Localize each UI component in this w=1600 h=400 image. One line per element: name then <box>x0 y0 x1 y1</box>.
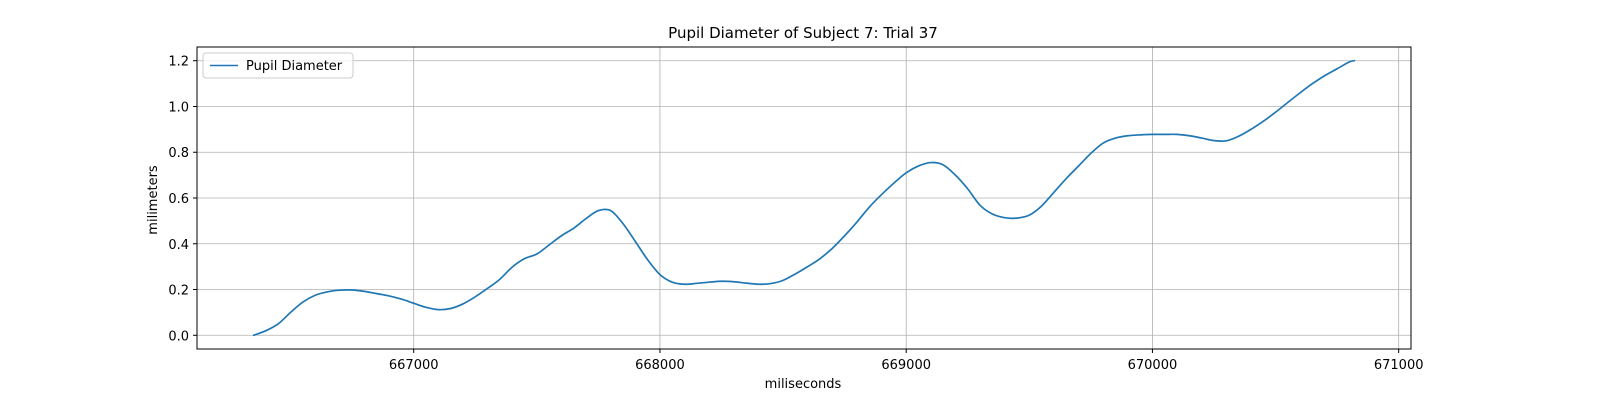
y-tick-label: 0.0 <box>168 329 189 344</box>
series-layer <box>252 59 1356 337</box>
legend: Pupil Diameter <box>202 52 354 79</box>
grid-lines <box>197 47 1411 349</box>
x-tick-label: 668000 <box>635 358 685 373</box>
y-tick-label: 1.0 <box>168 100 189 115</box>
chart-title: Pupil Diameter of Subject 7: Trial 37 <box>668 24 938 42</box>
legend-label: Pupil Diameter <box>246 59 343 74</box>
x-tick-label: 667000 <box>389 358 439 373</box>
y-tick-label: 0.6 <box>168 192 189 207</box>
y-tick-label: 0.4 <box>168 238 189 253</box>
x-axis-label: miliseconds <box>765 377 842 392</box>
y-tick-label: 0.2 <box>168 284 189 299</box>
y-tick-label: 0.8 <box>168 146 189 161</box>
x-tick-label: 669000 <box>881 358 931 373</box>
x-tick-label: 670000 <box>1128 358 1178 373</box>
series-line-pupil-diameter <box>252 59 1356 337</box>
y-tick-label: 1.2 <box>168 55 189 70</box>
x-tick-label: 671000 <box>1374 358 1424 373</box>
legend-box <box>202 52 354 79</box>
y-axis-label: milimeters <box>146 165 161 235</box>
tick-marks: 667000 668000 669000 670000 671000 0.0 0.2 0.4 0… <box>168 55 1423 373</box>
